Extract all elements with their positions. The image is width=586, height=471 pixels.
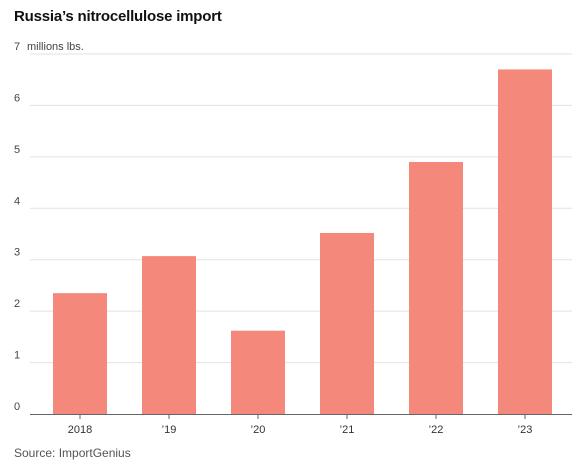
y-tick-label: 1 xyxy=(14,350,20,362)
y-tick-label: 4 xyxy=(14,195,20,207)
x-tick-label: 2018 xyxy=(68,424,92,436)
chart-source: Source: ImportGenius xyxy=(14,446,131,460)
bar xyxy=(320,232,374,414)
gridlines: 0 1 2 3 4 5 6 7 millions lbs. xyxy=(14,41,572,413)
y-tick-label: 0 xyxy=(14,401,20,413)
y-tick-label: 7 xyxy=(14,41,20,53)
bar xyxy=(409,162,463,414)
x-tick-label: ’23 xyxy=(518,424,533,436)
chart-title: Russia’s nitrocellulose import xyxy=(14,8,222,25)
x-tick-label: ’22 xyxy=(429,424,444,436)
y-tick-label: 3 xyxy=(14,247,20,259)
y-tick-label: 2 xyxy=(14,298,20,310)
bars xyxy=(53,69,552,414)
axes: 2018 ’19 ’20 ’21 ’22 ’23 xyxy=(30,414,572,436)
x-tick-label: ’19 xyxy=(162,424,177,436)
y-tick-label: 6 xyxy=(14,92,20,104)
y-unit-label: millions lbs. xyxy=(27,41,84,53)
bar xyxy=(142,256,196,414)
bar xyxy=(231,330,285,414)
bar xyxy=(498,69,552,414)
bar xyxy=(53,293,107,414)
x-tick-label: ’20 xyxy=(251,424,266,436)
y-tick-label: 5 xyxy=(14,144,20,156)
x-tick-label: ’21 xyxy=(340,424,355,436)
